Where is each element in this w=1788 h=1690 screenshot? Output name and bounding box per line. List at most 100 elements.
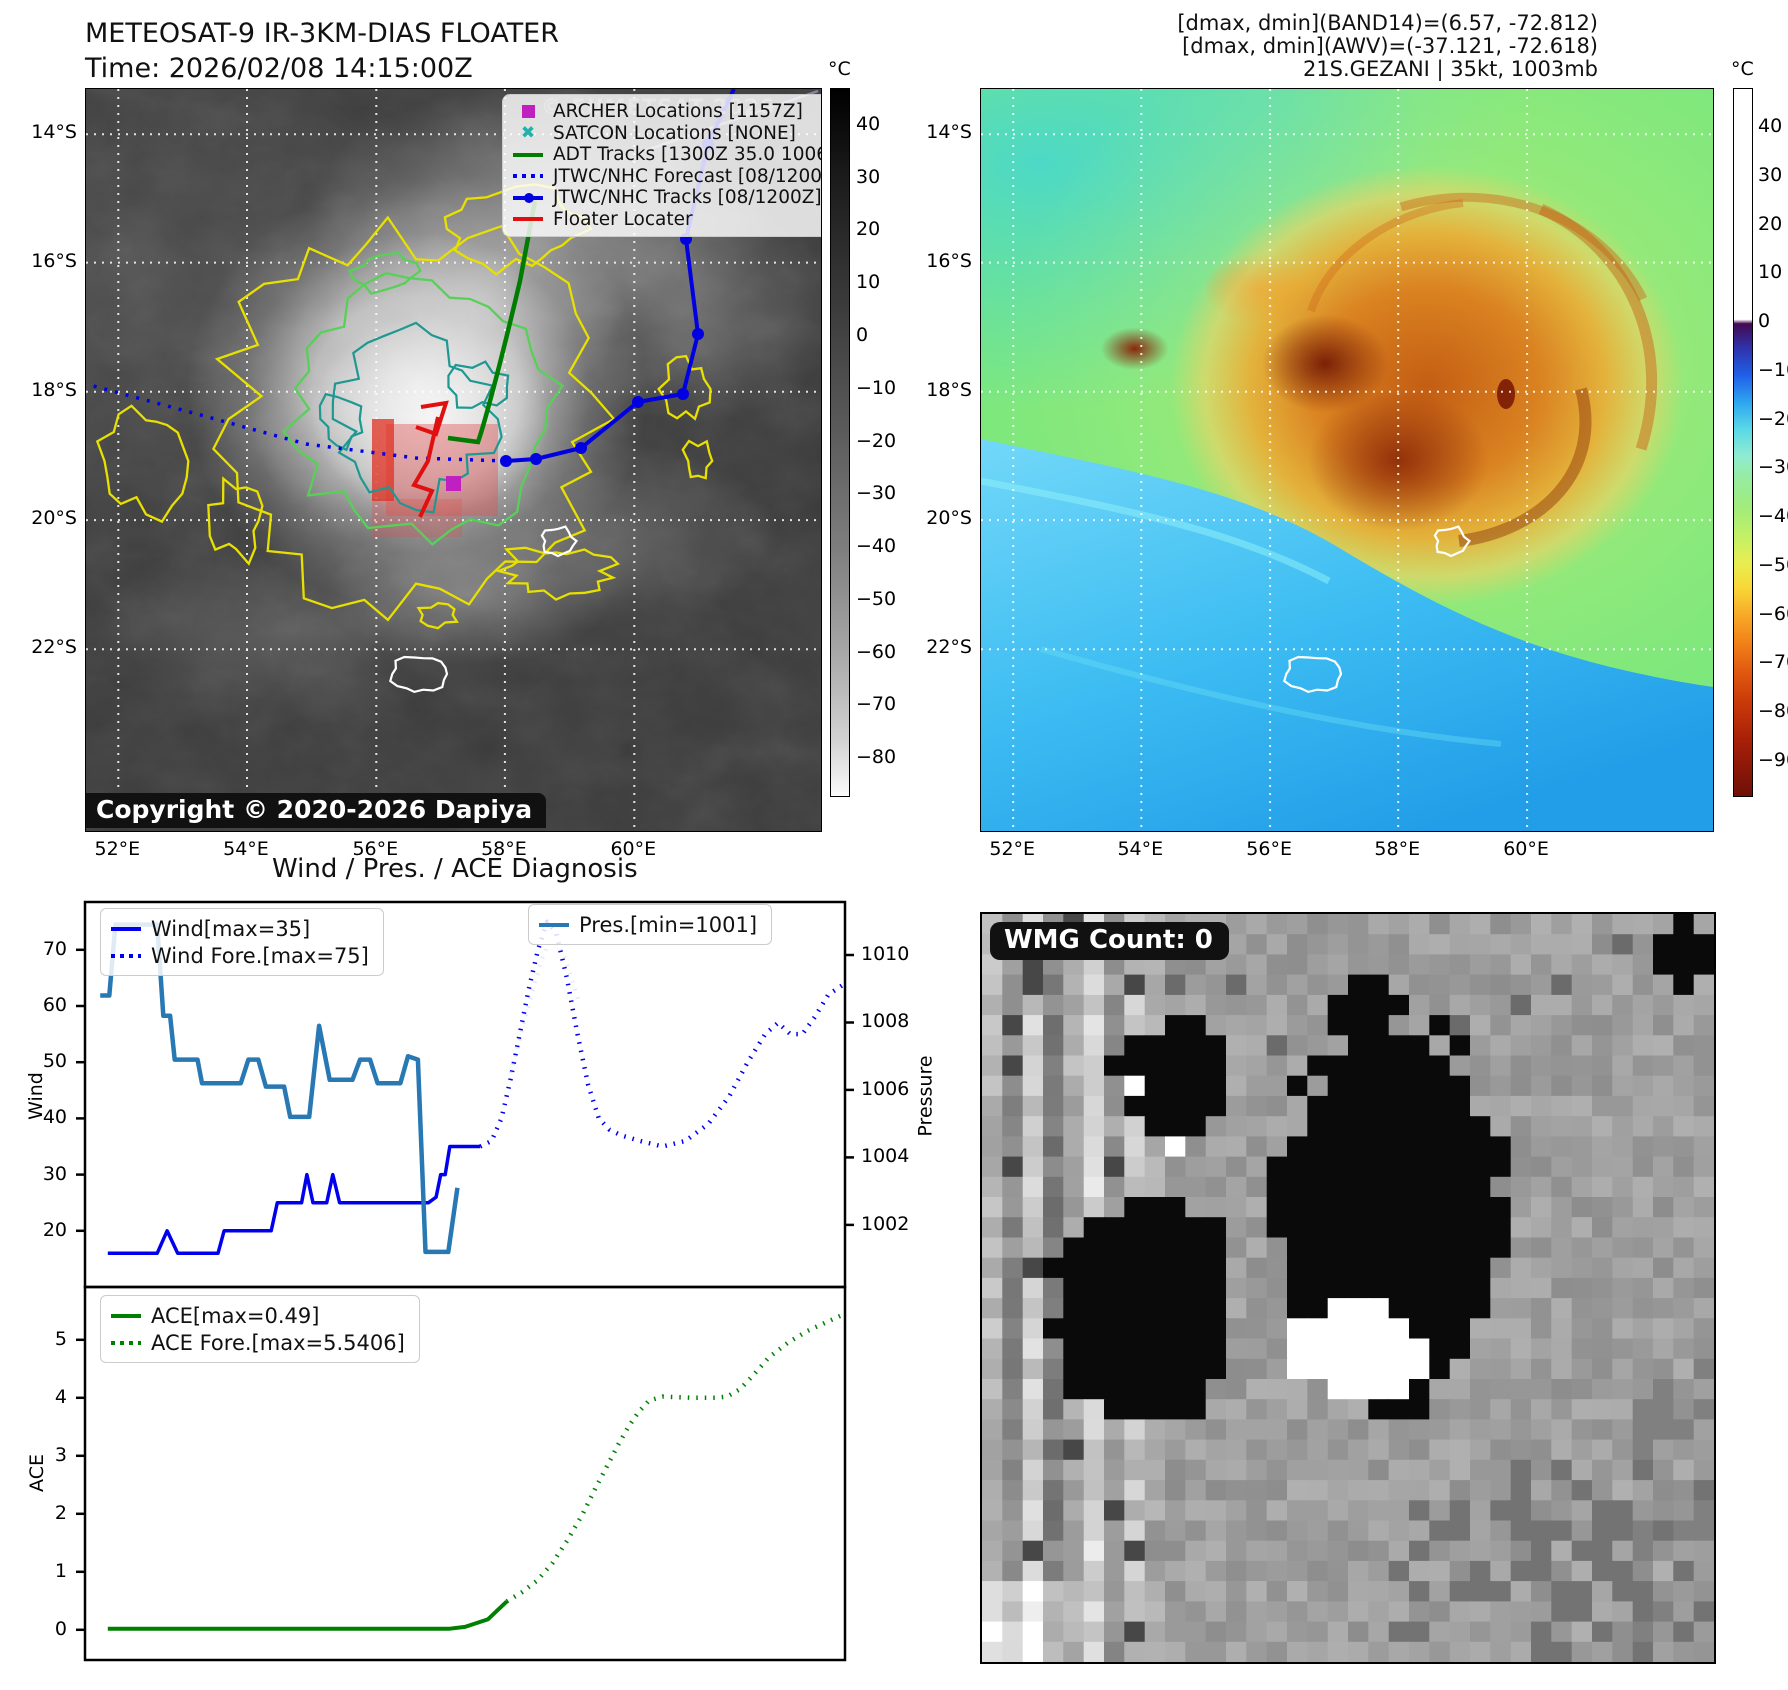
lon-tick-label: 52°E [989,838,1036,860]
wmg-cell [1104,974,1125,996]
wmg-cell [1551,1641,1573,1662]
wmg-cell [1226,934,1247,956]
wmg-cell [982,1095,1003,1117]
wmg-cell [1510,1015,1532,1037]
wmg-cell [1693,1298,1714,1320]
map-legend-item: ARCHER Locations [1157Z] [513,101,815,123]
wmg-cell [1022,1055,1044,1077]
wmg-cell [1124,1439,1146,1461]
wmg-panel: WMG Count: 0 [980,912,1716,1664]
wmg-cell [1693,1419,1714,1441]
wmg-cell [1470,914,1491,935]
wmg-cell [1449,1318,1471,1340]
wmg-cell [1083,1439,1105,1461]
wmg-cell [1632,1136,1654,1158]
wmg-cell [1510,1197,1532,1218]
wmg-cell [1226,914,1247,935]
wmg-cell [1632,1480,1654,1502]
wmg-cell [1632,1237,1654,1259]
wmg-cell [1429,1237,1451,1259]
wmg-cell [1368,1318,1390,1340]
y-tick-label: 50 [42,1050,67,1073]
line-marker [111,926,141,931]
wmg-cell [1531,994,1552,1016]
wmg-cell [1551,1136,1573,1158]
wmg-cell [1388,1156,1410,1178]
wmg-cell [1673,1176,1695,1198]
wmg-cell [1185,1055,1207,1077]
wmg-cell [1348,1641,1369,1662]
wmg-cell [1531,1176,1552,1198]
wmg-cell [1673,1641,1695,1662]
wmg-cell [1165,1379,1186,1400]
wmg-cell [1551,1560,1573,1582]
square-marker [513,105,543,119]
wmg-cell [1673,1379,1695,1400]
wmg-cell [982,1540,1003,1562]
wmg-cell [1409,1338,1430,1360]
wmg-cell [1693,1257,1714,1279]
wmg-cell [1592,1419,1613,1441]
wmg-cell [1612,1055,1634,1077]
wmg-cell [1409,1035,1430,1057]
wmg-cell [1144,1237,1166,1259]
wmg-cell [1510,1379,1532,1400]
wmg-cell [1185,1176,1207,1198]
wmg-cell [1083,974,1105,996]
wmg-cell [1632,1298,1654,1320]
wmg-cell [1653,1237,1674,1259]
wmg-cell [1083,1277,1105,1299]
wmg-cell [1388,1197,1410,1218]
chart-legend-label: ACE[max=0.49] [151,1303,320,1328]
wmg-cell [1368,1560,1390,1582]
wmg-cell [1510,1581,1532,1603]
wmg-cell [1388,974,1410,996]
wmg-cell [1185,1459,1207,1481]
wmg-cell [1002,1298,1024,1320]
wmg-cell [1205,1480,1227,1502]
wmg-cell [1043,1197,1064,1218]
wmg-cell [1470,1459,1491,1481]
wmg-cell [1287,1277,1308,1299]
wmg-cell [1531,1540,1552,1562]
lat-tick-label: 18°S [926,378,972,401]
colorbar-tick-label: −10 [1758,358,1788,381]
map-annotations [1283,525,1472,694]
wmg-cell [1571,954,1593,976]
wmg-cell [1490,1500,1512,1522]
wmg-cell [1266,1035,1288,1057]
wmg-cell [1205,1601,1227,1623]
wmg-cell [1083,1480,1105,1502]
wmg-cell [1266,1055,1288,1077]
wmg-cell [1510,1257,1532,1279]
wmg-cell [1429,1621,1451,1643]
wmg-cell [1327,1217,1349,1239]
wmg-cell [1449,1379,1471,1400]
wmg-cell [1287,1035,1308,1057]
wmg-cell [1246,1520,1268,1542]
wmg-cell [1531,1581,1552,1603]
wmg-cell [1551,1055,1573,1077]
wmg-cell [1043,1035,1064,1057]
floater-locater-mark [411,400,449,518]
wmg-cell [1124,1197,1146,1218]
y-tick-label: 60 [42,993,67,1016]
wmg-cell [1368,1399,1390,1421]
wmg-cell [1653,1116,1674,1138]
wmg-cell [1348,1237,1369,1259]
wmg-cell [1287,1480,1308,1502]
wmg-cell [1104,1601,1125,1623]
wmg-cell [1490,1116,1512,1138]
wmg-cell [1693,974,1714,996]
ir-contour-yellow [416,601,459,630]
wmg-cell [1612,1217,1634,1239]
wmg-cell [1673,1459,1695,1481]
wmg-cell [1185,1358,1207,1380]
wmg-cell [1612,914,1634,935]
wmg-cell [1571,1641,1593,1662]
wmg-cell [1673,1399,1695,1421]
wmg-cell [1124,1459,1146,1481]
wmg-cell [1510,1136,1532,1158]
wmg-cell [1205,1520,1227,1542]
wmg-cell [1490,1277,1512,1299]
